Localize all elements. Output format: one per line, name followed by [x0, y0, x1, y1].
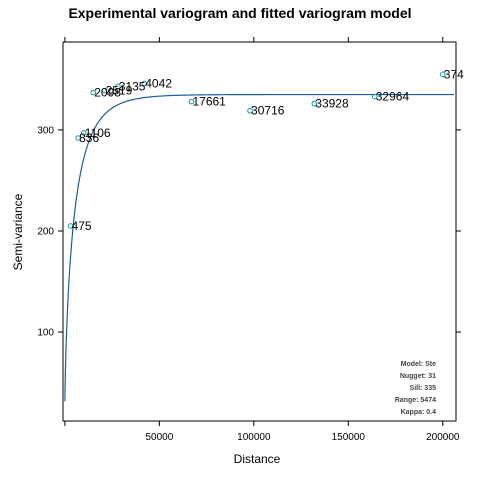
data-point — [75, 135, 81, 141]
point-count-label: 33928 — [315, 97, 349, 111]
fitted-model-curve — [64, 93, 455, 402]
x-axis-ticks: 50000 100000 150000 200000 — [64, 37, 460, 443]
point-count-label: 475 — [72, 219, 92, 233]
x-tick-label: 100000 — [237, 432, 271, 443]
point-count-label: 4042 — [145, 76, 172, 90]
data-point — [371, 93, 378, 100]
y-tick-label: 200 — [37, 226, 54, 237]
data-point — [67, 223, 74, 229]
point-count-label: 374 — [444, 67, 464, 81]
y-axis-ticks: 100 200 300 — [37, 125, 461, 339]
x-tick-label: 200000 — [426, 432, 460, 443]
point-count-label: 2519 — [106, 84, 133, 98]
model-legend: Model: Ste Nugget: 31 Sill: 335 Range: 5474… — [395, 361, 436, 416]
point-count-label: 17661 — [192, 95, 226, 109]
y-axis-label: Semi-variance — [11, 193, 25, 270]
data-point — [439, 71, 446, 78]
legend-entry: Kappa: 0.4 — [401, 409, 437, 416]
x-tick-label: 150000 — [332, 432, 366, 443]
data-point — [141, 80, 148, 87]
point-count-label: 836 — [79, 131, 99, 145]
data-point — [80, 130, 87, 136]
data-point — [247, 107, 253, 114]
legend-entry: Sill: 335 — [410, 385, 437, 392]
x-axis-label: Distance — [234, 452, 281, 466]
y-tick-label: 300 — [37, 125, 54, 136]
data-point — [101, 87, 108, 94]
point-count-label: 30716 — [251, 104, 285, 118]
y-tick-label: 100 — [37, 328, 54, 339]
legend-entry: Range: 5474 — [395, 397, 436, 404]
plot-frame — [62, 41, 457, 422]
chart-title: Experimental variogram and fitted variog… — [68, 5, 411, 21]
x-tick-label: 50000 — [145, 432, 173, 443]
point-count-label: 1106 — [85, 126, 111, 140]
point-count-label: 32964 — [376, 90, 410, 104]
point-count-label: 2098 — [94, 86, 121, 100]
experimental-points — [67, 71, 446, 229]
data-point — [311, 100, 318, 107]
legend-entry: Nugget: 31 — [400, 373, 436, 380]
data-point — [114, 83, 121, 90]
data-point — [90, 89, 97, 96]
point-count-label: 3135 — [119, 79, 146, 93]
legend-entry: Model: Ste — [401, 361, 436, 368]
data-point — [188, 98, 195, 105]
